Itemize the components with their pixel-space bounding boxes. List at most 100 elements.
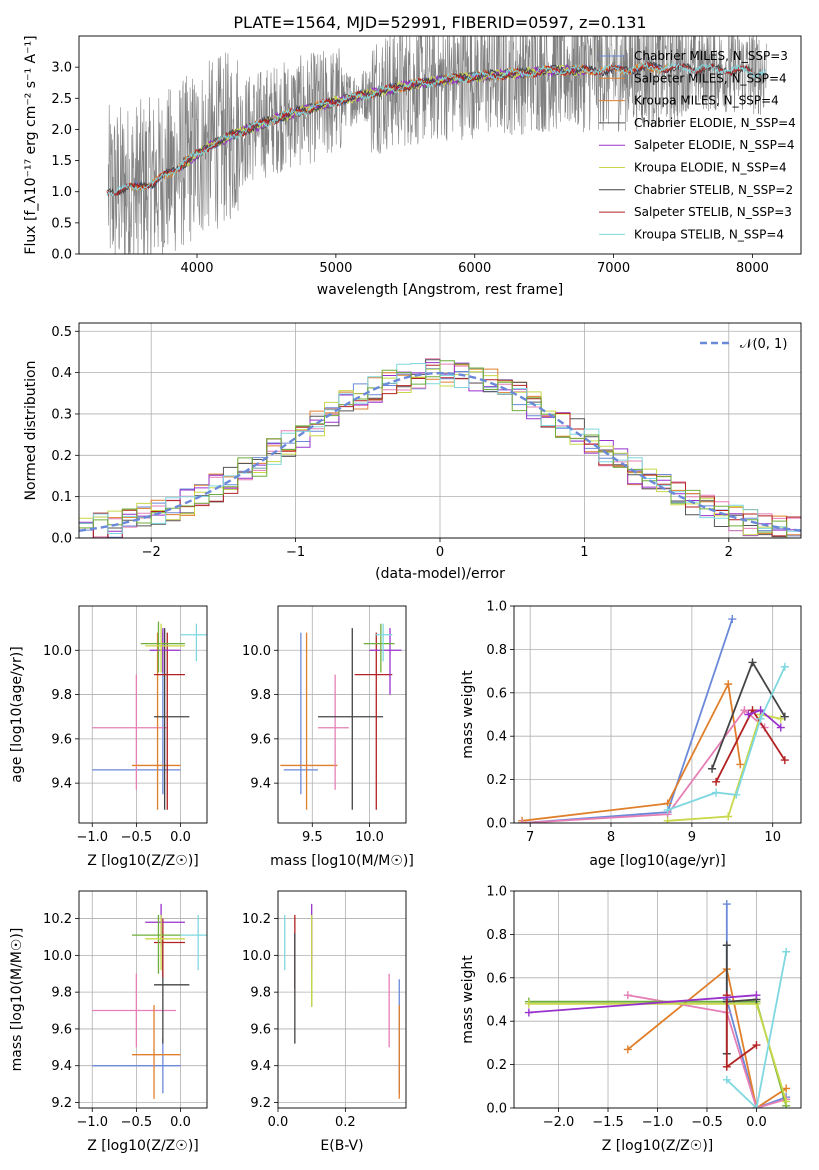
axes-frame xyxy=(78,605,208,824)
legend-label: Chabrier ELODIE, N_SSP=4 xyxy=(634,116,796,130)
y-tick-label: 9.6 xyxy=(51,732,72,747)
x-tick-label: 0.0 xyxy=(170,1115,191,1130)
mass-weight-point xyxy=(524,1008,533,1017)
y-tick-label: 9.6 xyxy=(51,1022,72,1037)
axes-mass_vs_ebv: 0.0 0.2 9.2 9.4 9.6 9.8 10.0 10.2 E(B-V) xyxy=(242,890,407,1154)
mass-weight-point xyxy=(752,1041,761,1050)
mass-weight-point xyxy=(722,1075,731,1084)
mass-weight-point xyxy=(752,991,761,1000)
x-tick-label: −1.0 xyxy=(642,1115,674,1130)
y-tick-label: 2.5 xyxy=(51,92,72,107)
y-tick-label: 3.0 xyxy=(51,61,72,76)
x-tick-label: 8 xyxy=(607,830,615,845)
mass-weight-point xyxy=(756,706,765,715)
plot-area xyxy=(79,358,801,538)
x-tick-label: 0.0 xyxy=(170,830,191,845)
mass-weight-point xyxy=(722,900,731,909)
mass-weight-point xyxy=(724,680,733,689)
y-tick-label: 9.8 xyxy=(250,688,271,703)
y-tick-label: 0.2 xyxy=(486,773,507,788)
mass-weight-point xyxy=(752,1104,761,1108)
plot-area xyxy=(92,621,207,810)
x-axis-label: (data-model)/error xyxy=(375,566,505,582)
mass-weight-point xyxy=(663,816,672,823)
x-tick-label: 6000 xyxy=(458,261,491,276)
y-tick-label: 0.8 xyxy=(486,928,507,943)
x-tick-label: 4000 xyxy=(180,261,213,276)
y-axis-label: age [log10(age/yr)] xyxy=(9,646,25,782)
y-tick-label: 10.0 xyxy=(43,949,72,964)
mass-weight-point xyxy=(623,991,632,1000)
x-axis-label: E(B-V) xyxy=(320,1138,363,1154)
x-tick-label: −0.5 xyxy=(691,1115,723,1130)
x-tick-label: −1 xyxy=(286,545,305,560)
mass-weight-point xyxy=(663,805,672,814)
x-tick-label: 2 xyxy=(725,545,733,560)
mass-weight-point xyxy=(623,1045,632,1054)
x-tick-label: 5000 xyxy=(319,261,352,276)
legend-label: Kroupa STELIB, N_SSP=4 xyxy=(634,227,784,241)
y-tick-label: 9.2 xyxy=(51,1096,72,1111)
y-tick-label: 0.1 xyxy=(51,490,72,505)
legend-label: Kroupa ELODIE, N_SSP=4 xyxy=(634,161,787,175)
y-tick-label: 9.8 xyxy=(51,986,72,1001)
y-axis-label: Flux [f_λ10⁻¹⁷ erg cm⁻² s⁻¹ A⁻¹] xyxy=(23,35,39,254)
legend: Chabrier MILES, N_SSP=3 Salpeter MILES, N… xyxy=(599,49,796,241)
mass-weight-point xyxy=(724,812,733,821)
x-tick-label: −2 xyxy=(142,545,161,560)
plot-area xyxy=(106,36,767,254)
legend-label: Chabrier MILES, N_SSP=3 xyxy=(634,49,788,63)
mass-weight-series-line xyxy=(667,713,781,822)
mass-weight-series-line xyxy=(726,951,788,1108)
residual-histogram-line xyxy=(79,360,801,538)
axes-frame xyxy=(513,890,802,1109)
y-tick-label: 1.5 xyxy=(51,154,72,169)
mass-weight-point xyxy=(712,777,721,786)
x-tick-label: 1 xyxy=(580,545,588,560)
x-tick-label: −1.5 xyxy=(592,1115,624,1130)
y-tick-label: 2.0 xyxy=(51,123,72,138)
residual-histogram-line xyxy=(79,368,801,538)
plot-area xyxy=(524,900,791,1108)
mass-weight-point xyxy=(782,1097,791,1106)
y-tick-label: 0.0 xyxy=(51,248,72,263)
x-tick-label: 7 xyxy=(526,830,534,845)
mass-weight-point xyxy=(736,760,745,769)
x-tick-label: 10 xyxy=(764,830,781,845)
y-tick-label: 9.2 xyxy=(250,1096,271,1111)
chart-title: PLATE=1564, MJD=52991, FIBERID=0597, z=0… xyxy=(233,13,646,32)
legend-label: Kroupa MILES, N_SSP=4 xyxy=(634,94,779,108)
mass-weight-point xyxy=(722,941,731,950)
x-axis-label: Z [log10(Z/Z☉)] xyxy=(602,1138,714,1154)
mass-weight-series-line xyxy=(521,681,742,822)
y-tick-label: 9.4 xyxy=(51,1059,72,1074)
y-tick-label: 0.4 xyxy=(486,730,507,745)
axes-frame xyxy=(78,890,208,1109)
y-axis-label: mass weight xyxy=(460,670,476,759)
mass-weight-point xyxy=(776,714,785,723)
axes-spectrum: 4000 5000 6000 7000 8000 0.0 0.5 1.0 1.5 2.0 2.5 3.… xyxy=(23,13,802,298)
x-axis-label: wavelength [Angstrom, rest frame] xyxy=(317,282,563,298)
y-tick-label: 0.4 xyxy=(486,1015,507,1030)
x-tick-label: 7000 xyxy=(597,261,630,276)
y-tick-label: 0.8 xyxy=(486,643,507,658)
y-tick-label: 0.4 xyxy=(51,366,72,381)
y-axis-label: mass weight xyxy=(460,955,476,1044)
x-tick-label: −1.0 xyxy=(76,830,108,845)
y-tick-label: 10.0 xyxy=(242,644,271,659)
y-tick-label: 10.0 xyxy=(43,644,72,659)
x-tick-label: −0.5 xyxy=(121,1115,153,1130)
y-axis-label: Normed distribution xyxy=(23,361,39,501)
mass-weight-point xyxy=(722,1062,731,1071)
axes-frame xyxy=(78,35,802,255)
x-tick-label: 0 xyxy=(436,545,444,560)
mass-weight-series-line xyxy=(528,994,757,1014)
mass-weight-point xyxy=(756,714,765,723)
y-tick-label: 0.5 xyxy=(51,325,72,340)
x-tick-label: −2.0 xyxy=(543,1115,575,1130)
plot-area xyxy=(92,903,207,1099)
legend-label: Salpeter ELODIE, N_SSP=4 xyxy=(634,138,795,152)
plot-area xyxy=(284,903,400,1099)
mass-weight-point xyxy=(782,1084,791,1093)
